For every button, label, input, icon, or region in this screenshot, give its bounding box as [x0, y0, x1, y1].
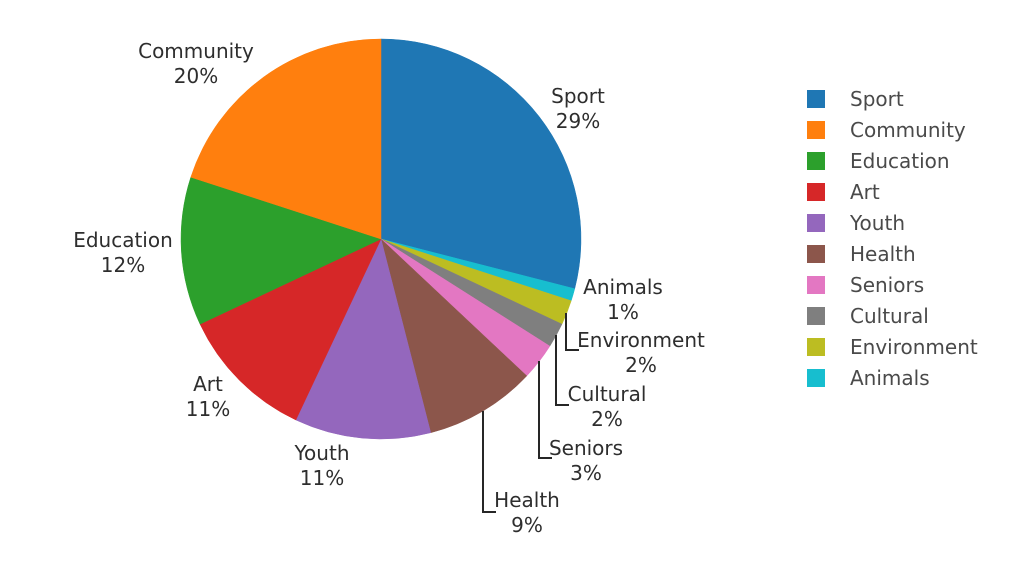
legend-item-cultural[interactable]: Cultural — [807, 304, 978, 328]
legend-item-community[interactable]: Community — [807, 118, 978, 142]
legend-item-seniors[interactable]: Seniors — [807, 273, 978, 297]
pie-slice-art[interactable] — [199, 238, 382, 421]
leader-line-health — [482, 411, 496, 513]
slice-label-health: Health 9% — [494, 488, 560, 537]
slice-label-sport: Sport 29% — [551, 84, 605, 133]
pie-slice-community[interactable] — [190, 38, 382, 240]
legend-item-education[interactable]: Education — [807, 149, 978, 173]
slice-label-art: Art 11% — [186, 372, 230, 421]
legend-label: Youth — [850, 211, 905, 235]
slice-label-seniors: Seniors 3% — [549, 436, 623, 485]
slice-label-community: Community 20% — [138, 39, 254, 88]
slice-label-environment: Environment 2% — [577, 328, 705, 377]
legend-swatch-sport — [807, 90, 825, 108]
slice-label-animals: Animals 1% — [583, 275, 663, 324]
legend-swatch-animals — [807, 369, 825, 387]
legend-label: Art — [850, 180, 880, 204]
legend-item-youth[interactable]: Youth — [807, 211, 978, 235]
legend-swatch-community — [807, 121, 825, 139]
slice-label-education: Education 12% — [73, 228, 173, 277]
legend-item-animals[interactable]: Animals — [807, 366, 978, 390]
legend-swatch-cultural — [807, 307, 825, 325]
legend-swatch-youth — [807, 214, 825, 232]
leader-line-cultural — [555, 335, 569, 406]
legend-swatch-environment — [807, 338, 825, 356]
legend-item-environment[interactable]: Environment — [807, 335, 978, 359]
legend: Sport Community Education Art Youth Health Sen… — [807, 87, 978, 400]
legend-label: Education — [850, 149, 950, 173]
legend-label: Cultural — [850, 304, 929, 328]
legend-swatch-health — [807, 245, 825, 263]
legend-label: Sport — [850, 87, 904, 111]
leader-line-seniors — [538, 361, 552, 459]
legend-label: Environment — [850, 335, 978, 359]
legend-swatch-art — [807, 183, 825, 201]
leader-line-environment — [565, 313, 579, 351]
slice-label-cultural: Cultural 2% — [568, 382, 647, 431]
legend-label: Animals — [850, 366, 930, 390]
slice-label-youth: Youth 11% — [294, 441, 350, 490]
legend-swatch-education — [807, 152, 825, 170]
legend-swatch-seniors — [807, 276, 825, 294]
legend-label: Community — [850, 118, 966, 142]
legend-item-health[interactable]: Health — [807, 242, 978, 266]
legend-label: Seniors — [850, 273, 925, 297]
pie-slice-youth[interactable] — [295, 238, 432, 440]
legend-item-sport[interactable]: Sport — [807, 87, 978, 111]
pie-slice-sport[interactable] — [380, 38, 582, 290]
pie-slice-education[interactable] — [180, 176, 382, 325]
legend-label: Health — [850, 242, 916, 266]
legend-item-art[interactable]: Art — [807, 180, 978, 204]
